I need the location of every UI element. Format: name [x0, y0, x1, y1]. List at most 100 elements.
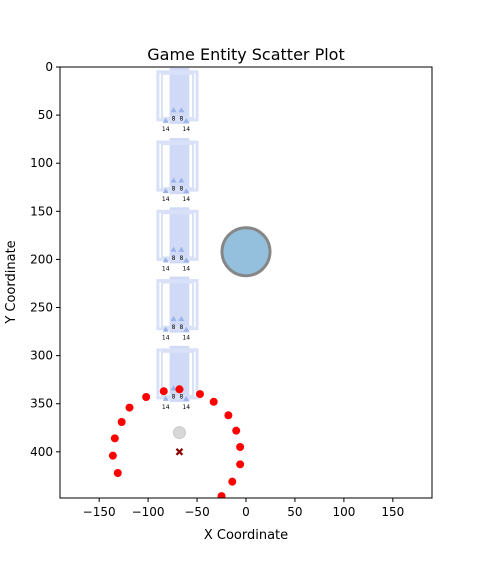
entity-triangle-label: 8 — [172, 186, 176, 193]
entity-triangle — [170, 107, 177, 113]
entity-bar — [185, 345, 190, 402]
ring-point — [110, 434, 119, 443]
ring-point — [232, 426, 241, 435]
entity-triangle — [162, 257, 169, 263]
ring-point — [108, 451, 117, 460]
ring-point — [236, 443, 245, 452]
big-circle-entity — [220, 226, 272, 278]
entity-triangle-label: 14 — [162, 196, 170, 203]
entity-triangle — [183, 257, 190, 263]
entity-bar — [181, 276, 186, 333]
y-tick-label: 150 — [30, 204, 53, 218]
entity-triangle-label: 8 — [172, 255, 176, 262]
entity-bar — [173, 345, 178, 402]
entity-box-inner — [160, 350, 195, 397]
entity-triangle-label: 14 — [182, 126, 190, 133]
plot-marks: 881414881414881414881414881414881414 — [108, 67, 272, 498]
entity-unit-3: 8 814 14 — [156, 207, 199, 272]
entity-triangle — [178, 246, 185, 252]
entity-bar — [181, 67, 186, 124]
entity-bar — [173, 207, 178, 264]
entity-bar — [173, 67, 178, 124]
entity-box-inner — [160, 143, 195, 190]
y-axis-label: Y Coordinate — [4, 240, 19, 324]
entity-triangle-label: 8 — [172, 393, 176, 400]
entity-triangle — [162, 326, 169, 332]
entity-bar — [169, 276, 174, 333]
entity-box-inner — [160, 72, 195, 119]
entity-triangle — [170, 177, 177, 183]
entity-box-inner — [160, 281, 195, 328]
chart-title: Game Entity Scatter Plot — [147, 45, 344, 64]
small-circle-entity — [172, 426, 186, 440]
axes: −150 −100 −50 0 50 100 150 0 50 100 150 200 250 300 35… — [30, 60, 404, 519]
entity-bar — [177, 345, 182, 402]
entity-bar — [169, 67, 174, 124]
entity-bar — [185, 276, 190, 333]
entity-box — [156, 209, 199, 261]
entity-triangle-label: 14 — [182, 196, 190, 203]
entity-triangle-label: 8 — [179, 186, 183, 193]
entity-bar — [169, 207, 174, 264]
entity-triangle-label: 14 — [162, 404, 170, 411]
entity-triangle-label: 14 — [182, 404, 190, 411]
entity-triangle — [170, 246, 177, 252]
entity-bar — [177, 138, 182, 195]
y-tick-label: 50 — [38, 108, 53, 122]
ring-point — [236, 460, 245, 469]
entity-triangle-label: 14 — [162, 335, 170, 342]
entity-triangle-label: 14 — [162, 265, 170, 272]
entity-box — [156, 140, 199, 192]
entity-triangle — [170, 385, 177, 391]
y-tick-label: 300 — [30, 349, 53, 363]
entity-bar — [177, 207, 182, 264]
entity-bar — [185, 207, 190, 264]
entity-triangle-label: 8 — [172, 324, 176, 331]
ring-point — [113, 468, 122, 477]
ring-point — [142, 392, 151, 401]
entity-triangle-label: 8 — [172, 115, 176, 122]
entity-triangle-label: 8 — [179, 255, 183, 262]
entity-unit-4: 8 814 14 — [156, 276, 199, 342]
entity-bar — [181, 345, 186, 402]
center-x-marker — [175, 448, 184, 456]
ring-point — [125, 403, 134, 412]
entity-triangle — [178, 177, 185, 183]
x-tick-label: 0 — [242, 505, 250, 519]
entity-box — [156, 279, 199, 331]
entity-unit-2: 8 814 14 — [156, 138, 199, 203]
ring-point — [195, 390, 204, 399]
entity-bar — [177, 276, 182, 333]
ring-point — [117, 417, 126, 426]
entity-box — [156, 70, 199, 122]
entity-triangle — [183, 188, 190, 194]
x-tick-label: −150 — [83, 505, 116, 519]
entity-bar — [169, 345, 174, 402]
entity-bar — [181, 138, 186, 195]
ring-point — [228, 477, 237, 486]
entity-unit-1: 8 814 14 — [156, 67, 199, 133]
y-tick-label: 100 — [30, 156, 53, 170]
ring-point — [159, 387, 168, 396]
entity-triangle — [178, 107, 185, 113]
plot-content: 881414881414881414881414881414881414 — [108, 67, 272, 498]
entity-triangle-label: 8 — [179, 393, 183, 400]
entity-bar — [173, 276, 178, 333]
x-axis-label: X Coordinate — [204, 528, 288, 543]
entity-triangle — [183, 326, 190, 332]
entity-triangle-label: 8 — [179, 115, 183, 122]
x-tick-label: −50 — [184, 505, 209, 519]
entity-bar — [177, 67, 182, 124]
entity-triangle — [162, 188, 169, 194]
y-tick-label: 250 — [30, 301, 53, 315]
entity-triangle-label: 8 — [179, 324, 183, 331]
y-tick-label: 0 — [45, 60, 53, 74]
entity-bar — [181, 207, 186, 264]
y-tick-label: 350 — [30, 397, 53, 411]
ring-point — [175, 385, 184, 394]
ring-point — [224, 411, 233, 420]
entity-box — [156, 348, 199, 400]
